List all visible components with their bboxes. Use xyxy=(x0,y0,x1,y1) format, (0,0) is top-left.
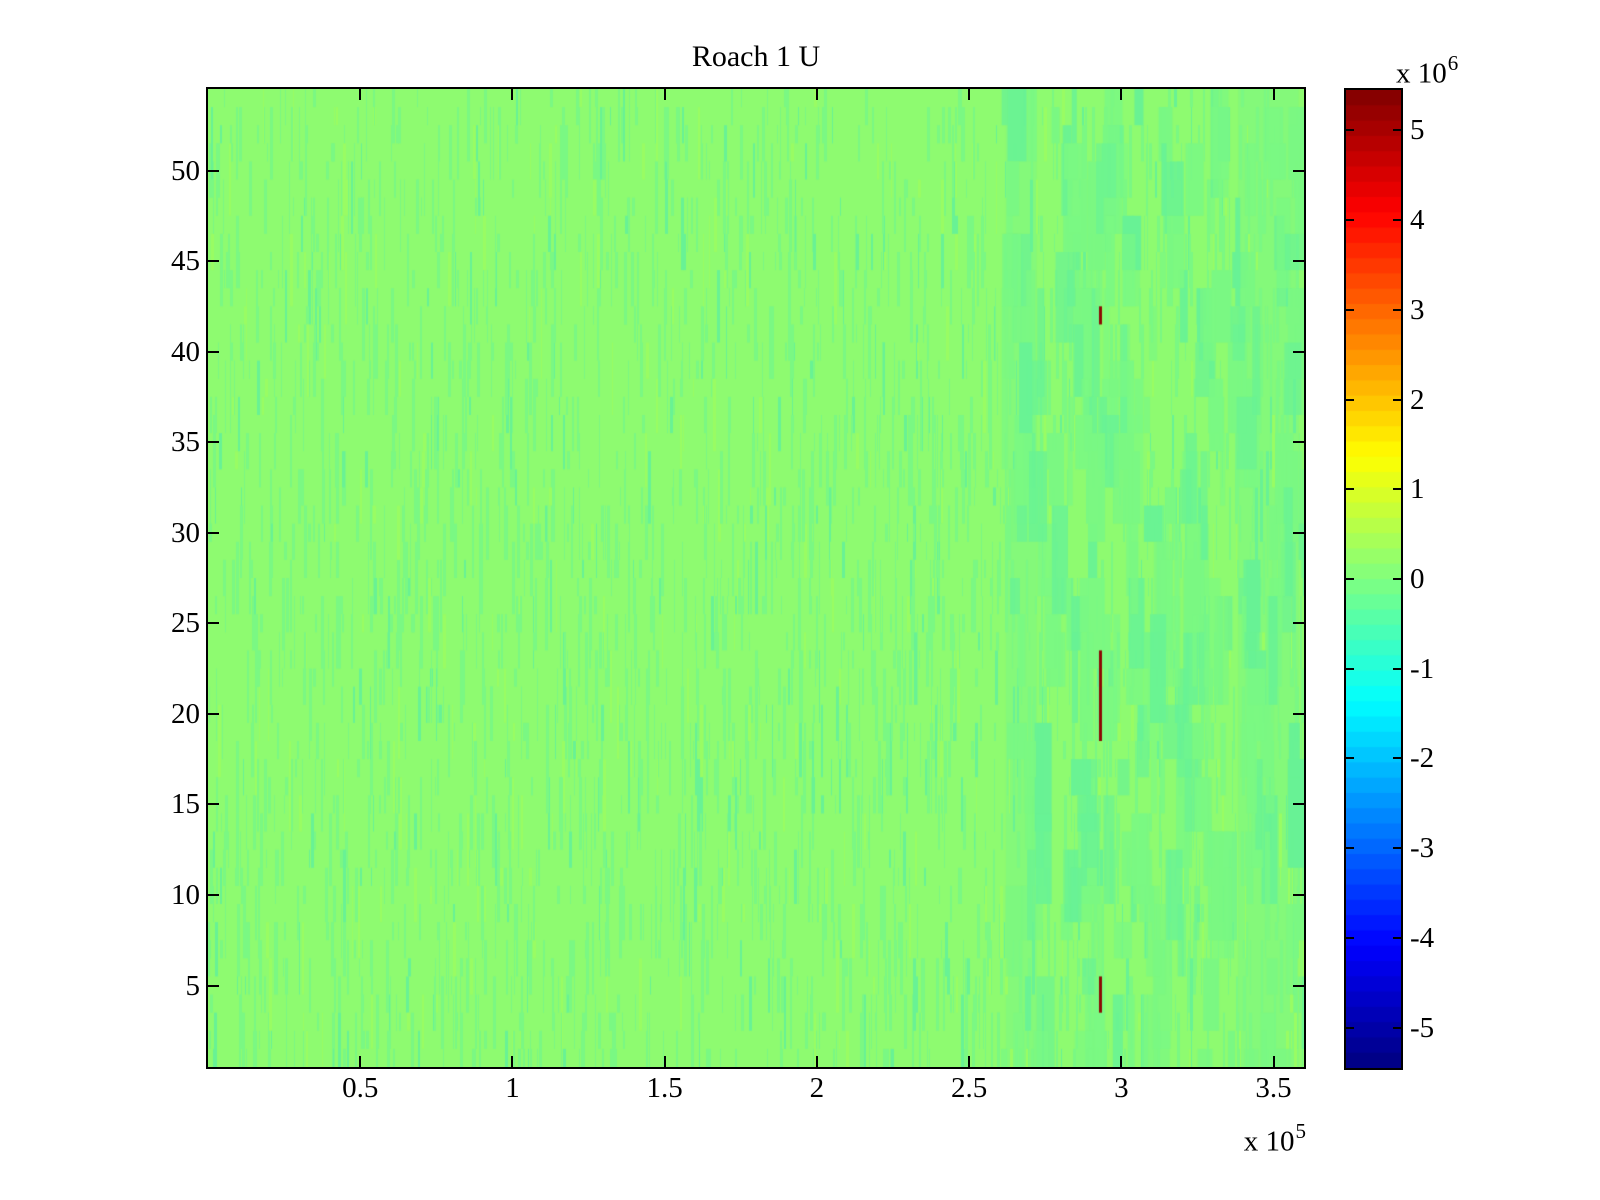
x-axis-tick xyxy=(359,1056,362,1067)
y-tick-label: 15 xyxy=(171,788,200,821)
colorbar-tick-label: 1 xyxy=(1410,473,1425,506)
colorbar-tick-label: 5 xyxy=(1410,114,1425,147)
x-axis-tick xyxy=(511,1056,514,1067)
colorbar-tick xyxy=(1346,488,1354,491)
colorbar-tick-right xyxy=(1393,219,1401,222)
colorbar-tick xyxy=(1346,1026,1354,1029)
colorbar-tick xyxy=(1346,757,1354,760)
x-axis-exponent-base: x 10 xyxy=(1243,1125,1295,1158)
x-tick-label: 2 xyxy=(809,1072,825,1104)
y-axis-tick xyxy=(208,531,219,534)
y-tick-label: 40 xyxy=(171,335,200,368)
colorbar-tick-right xyxy=(1393,936,1401,939)
y-axis-tick-right xyxy=(1293,441,1304,444)
y-axis-tick xyxy=(208,350,219,353)
x-axis-tick-top xyxy=(359,89,362,100)
colorbar-tick xyxy=(1346,398,1354,401)
colorbar-tick-label: -5 xyxy=(1410,1011,1435,1044)
colorbar-tick-right xyxy=(1393,1026,1401,1029)
colorbar-tick-label: -1 xyxy=(1410,652,1435,685)
colorbar-tick-label: 2 xyxy=(1410,383,1425,416)
x-axis-tick-top xyxy=(1272,89,1275,100)
colorbar-tick-right xyxy=(1393,398,1401,401)
x-tick-label: 1 xyxy=(505,1072,520,1104)
x-tick-label: 0.5 xyxy=(342,1072,379,1104)
y-axis-tick-right xyxy=(1293,169,1304,172)
x-tick-label: 3.5 xyxy=(1255,1072,1292,1104)
colorbar-tick xyxy=(1346,667,1354,670)
colorbar-tick xyxy=(1346,847,1354,850)
y-tick-label: 25 xyxy=(171,607,200,640)
x-axis-tick-top xyxy=(1120,89,1123,100)
chart-title: Roach 1 U xyxy=(691,40,821,73)
colorbar-tick-right xyxy=(1393,757,1401,760)
colorbar-tick-label: 0 xyxy=(1410,563,1425,595)
plot-area xyxy=(206,87,1306,1069)
x-tick-label: 3 xyxy=(1114,1072,1129,1104)
colorbar-tick-label: 4 xyxy=(1410,204,1425,237)
x-tick-label: 1.5 xyxy=(646,1072,683,1104)
colorbar-tick-right xyxy=(1393,667,1401,670)
colorbar-tick-right xyxy=(1393,129,1401,132)
y-tick-label: 35 xyxy=(171,426,200,459)
y-axis-tick-right xyxy=(1293,712,1304,715)
y-tick-label: 20 xyxy=(171,697,200,730)
y-tick-label: 10 xyxy=(171,878,200,911)
y-axis-tick-right xyxy=(1293,984,1304,987)
x-axis-tick xyxy=(663,1056,666,1067)
colorbar-tick-right xyxy=(1393,578,1401,580)
y-axis-tick xyxy=(208,169,219,172)
colorbar-tick xyxy=(1346,219,1354,222)
x-axis-tick-top xyxy=(663,89,666,100)
colorbar-gradient xyxy=(1346,90,1401,1068)
colorbar-tick xyxy=(1346,308,1354,311)
y-axis-tick-right xyxy=(1293,260,1304,263)
colorbar-tick-label: 3 xyxy=(1410,293,1425,326)
colorbar xyxy=(1344,88,1403,1070)
x-tick-label: 2.5 xyxy=(950,1072,988,1104)
colorbar-tick-right xyxy=(1393,847,1401,850)
x-axis-tick-top xyxy=(511,89,514,100)
y-tick-label: 50 xyxy=(171,154,200,187)
x-axis-tick xyxy=(815,1056,818,1067)
y-axis-tick xyxy=(208,803,219,806)
y-axis-tick xyxy=(208,893,219,896)
x-axis-tick xyxy=(1272,1056,1275,1067)
colorbar-tick xyxy=(1346,936,1354,939)
colorbar-exponent-base: x 10 xyxy=(1396,57,1447,90)
x-axis-exponent-power: 5 xyxy=(1295,1119,1307,1143)
colorbar-tick-right xyxy=(1393,308,1401,311)
y-axis-tick xyxy=(208,984,219,987)
x-axis-tick xyxy=(968,1056,971,1067)
y-axis-tick-right xyxy=(1293,531,1304,534)
x-axis-tick-top xyxy=(968,89,971,100)
y-tick-label: 5 xyxy=(185,969,201,1002)
x-axis-tick-top xyxy=(815,89,818,100)
x-axis-exponent-label: x 105 xyxy=(1100,1118,1307,1158)
y-axis-tick-right xyxy=(1293,622,1304,625)
colorbar-tick-label: -3 xyxy=(1410,832,1435,865)
colorbar-tick xyxy=(1346,578,1354,580)
colorbar-tick xyxy=(1346,129,1354,132)
y-tick-label: 30 xyxy=(171,516,200,549)
y-axis-tick xyxy=(208,441,219,444)
colorbar-tick-right xyxy=(1393,488,1401,491)
y-axis-tick xyxy=(208,712,219,715)
y-tick-label: 45 xyxy=(171,245,200,278)
colorbar-exponent-label: x 106 xyxy=(1396,50,1459,90)
y-axis-tick-right xyxy=(1293,350,1304,353)
x-axis-tick xyxy=(1120,1056,1123,1067)
heatmap-canvas xyxy=(208,89,1304,1067)
y-axis-tick xyxy=(208,622,219,625)
colorbar-exponent-power: 6 xyxy=(1447,51,1459,75)
y-axis-tick xyxy=(208,260,219,263)
colorbar-tick-label: -2 xyxy=(1410,742,1435,775)
colorbar-tick-label: -4 xyxy=(1410,921,1435,954)
y-axis-tick-right xyxy=(1293,893,1304,896)
y-axis-tick-right xyxy=(1293,803,1304,806)
